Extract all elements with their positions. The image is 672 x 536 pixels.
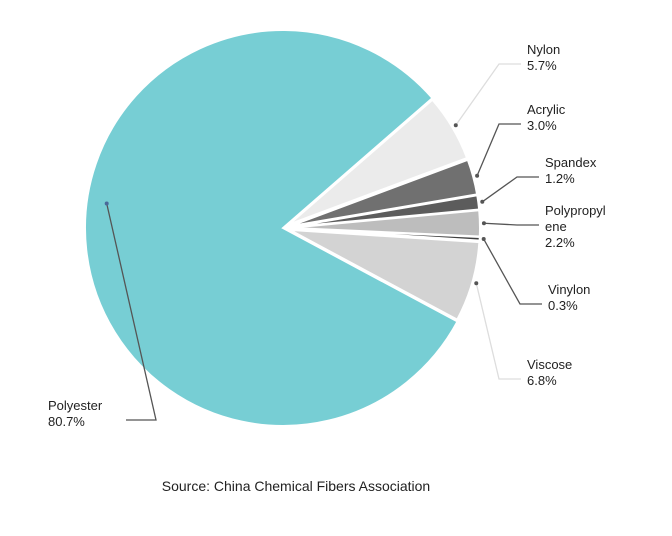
slice-value: 0.3% [548,298,578,313]
slice-label: Viscose 6.8% [527,357,593,389]
leader-dot [475,173,480,178]
leader-line [476,123,521,177]
slice-value: 3.0% [527,118,557,133]
slice-value: 1.2% [545,171,575,186]
leader-dot [453,123,458,128]
slice-name: Spandex [545,155,597,170]
source-note: Source: China Chemical Fibers Associatio… [161,478,431,494]
leader-line [455,63,521,126]
slice-value: 6.8% [527,373,557,388]
slice-label: Polypropylene 2.2% [545,203,611,251]
leader-line [483,222,539,226]
leader-dot [480,199,485,204]
slice-name: Nylon [527,42,561,57]
slice-name: Acrylic [527,102,566,117]
leader-dot [104,201,109,206]
slice-name: Viscose [527,357,573,372]
leader-dot [481,221,486,226]
slice-label: Polyester 80.7% [48,398,114,430]
slice-name: Polypropylene [545,203,606,234]
pie-slice [289,228,481,322]
pie-slice [288,98,469,226]
pie-slice [84,29,459,427]
leader-dot [474,281,479,286]
leader-dot [481,237,486,242]
slice-name: Vinylon [548,282,591,297]
pie-slice [289,227,481,242]
leader-line [483,238,542,305]
slice-value: 80.7% [48,414,85,429]
slice-value: 5.7% [527,58,557,73]
leader-line [106,203,157,421]
slice-label: Vinylon 0.3% [548,282,614,314]
slice-label: Acrylic 3.0% [527,102,593,134]
slice-label: Nylon 5.7% [527,42,593,74]
leader-line [475,283,521,380]
slice-name: Polyester [48,398,103,413]
slice-label: Spandex 1.2% [545,155,611,187]
leader-line [481,176,539,203]
slice-value: 2.2% [545,235,575,250]
